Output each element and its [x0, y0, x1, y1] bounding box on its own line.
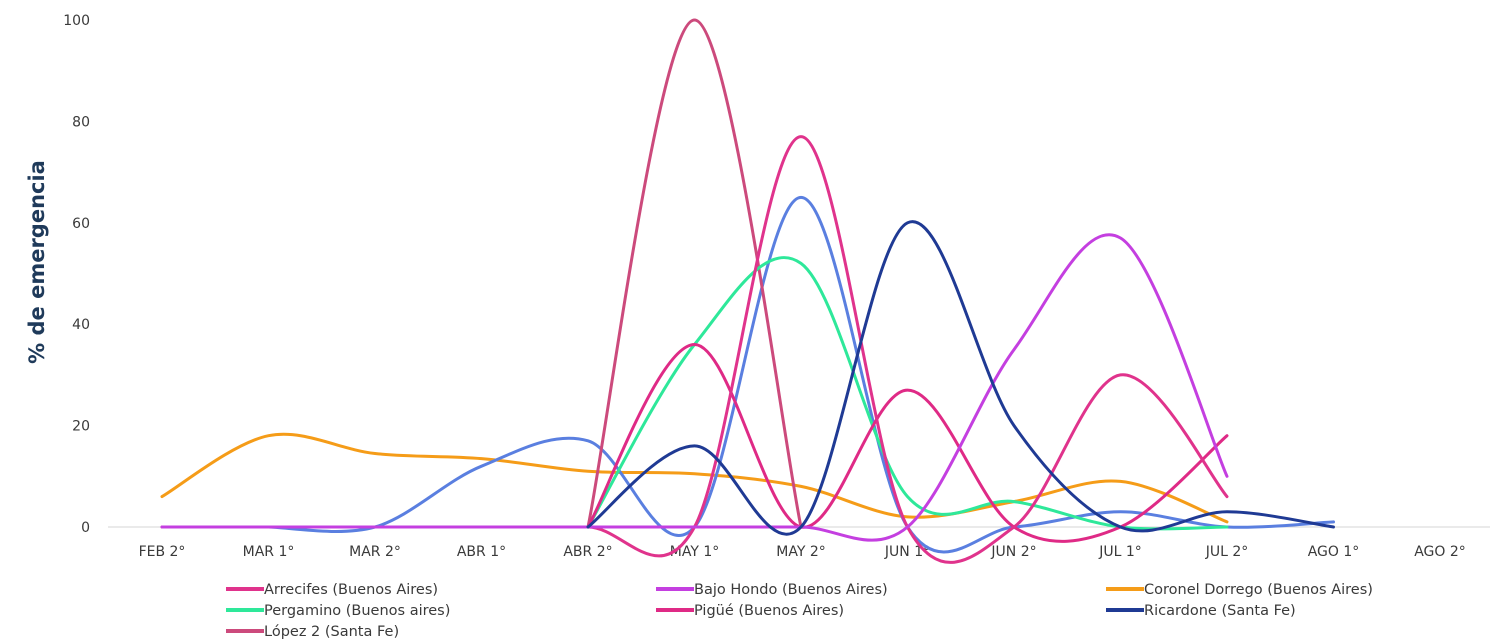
legend-label: Ricardone (Santa Fe)	[1144, 603, 1296, 619]
legend-label: Bajo Hondo (Buenos Aires)	[694, 582, 888, 598]
legend-label: Pigüé (Buenos Aires)	[694, 603, 844, 619]
x-tick-label: MAR 2°	[349, 544, 401, 560]
x-tick-label: AGO 1°	[1308, 544, 1360, 560]
series-line-5	[586, 220, 1335, 536]
legend-item: López 2 (Santa Fe)	[226, 624, 399, 640]
series-line-1	[160, 233, 1229, 542]
y-tick-label: 20	[72, 419, 90, 435]
y-tick-label: 40	[72, 317, 90, 333]
y-axis-label: % de emergencia	[25, 160, 49, 364]
legend-item: Ricardone (Santa Fe)	[1106, 603, 1296, 619]
y-tick-label: 80	[72, 114, 90, 130]
x-tick-label: JUN 2°	[990, 544, 1036, 560]
x-tick-labels: FEB 2° MAR 1° MAR 2° ABR 1° ABR 2° MAY 1° MAY …	[139, 544, 1466, 560]
legend-item: Arrecifes (Buenos Aires)	[226, 582, 438, 598]
x-tick-label: MAY 2°	[776, 544, 825, 560]
series-lines	[160, 18, 1335, 564]
series-line-0	[160, 135, 1229, 564]
y-tick-label: 100	[63, 13, 90, 29]
series-line-6	[586, 18, 803, 529]
y-tick-label: 0	[81, 520, 90, 536]
series-line-7	[267, 195, 1335, 554]
legend-item: Pergamino (Buenos aires)	[226, 603, 450, 619]
series-line-4	[586, 343, 1229, 543]
legend-label: Arrecifes (Buenos Aires)	[264, 582, 438, 598]
x-tick-label: ABR 2°	[563, 544, 612, 560]
legend-item: Bajo Hondo (Buenos Aires)	[656, 582, 888, 598]
legend-label: Pergamino (Buenos aires)	[264, 603, 450, 619]
x-tick-label: JUN 1°	[884, 544, 930, 560]
y-tick-label: 60	[72, 216, 90, 232]
y-tick-labels: 0 20 40 60 80 100	[63, 13, 90, 536]
x-tick-label: MAY 1°	[670, 544, 719, 560]
x-tick-label: MAR 1°	[243, 544, 295, 560]
x-tick-label: FEB 2°	[139, 544, 186, 560]
legend-label: Coronel Dorrego (Buenos Aires)	[1144, 582, 1373, 598]
y-axis-label-group: % de emergencia	[25, 160, 49, 364]
x-tick-label: AGO 2°	[1414, 544, 1466, 560]
x-tick-label: ABR 1°	[457, 544, 506, 560]
series-line-2	[160, 432, 1229, 524]
legend-item: Coronel Dorrego (Buenos Aires)	[1106, 582, 1373, 598]
x-tick-label: JUL 2°	[1205, 544, 1249, 560]
legend-label: López 2 (Santa Fe)	[264, 624, 399, 640]
legend: Arrecifes (Buenos Aires) Bajo Hondo (Buen…	[226, 582, 1373, 640]
x-tick-label: JUL 1°	[1098, 544, 1142, 560]
legend-item: Pigüé (Buenos Aires)	[656, 603, 844, 619]
series-line-3	[586, 256, 1229, 531]
